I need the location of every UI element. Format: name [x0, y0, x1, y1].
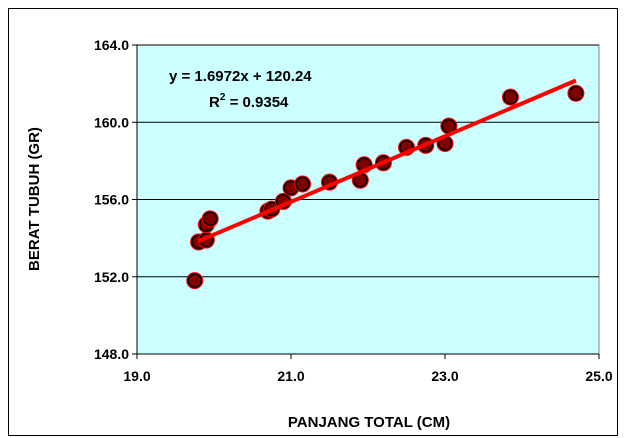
x-tick-labels: 19.0 21.0 23.0 25.0 — [123, 368, 612, 384]
y-tick-label: 148.0 — [94, 346, 129, 362]
data-point — [186, 272, 204, 290]
data-point — [294, 175, 312, 193]
chart-frame: 148.0 152.0 156.0 160.0 164.0 19.0 21.0 23.0 25… — [8, 8, 618, 436]
y-tick-labels: 148.0 152.0 156.0 160.0 164.0 — [94, 37, 129, 362]
trendline — [197, 78, 577, 243]
data-point — [201, 210, 219, 228]
data-points — [186, 84, 585, 290]
y-axis-title: BERAT TUBUH (GR) — [26, 127, 43, 271]
r-squared-prefix: R — [209, 94, 220, 111]
data-point-ring — [295, 176, 310, 192]
r-squared-value: = 0.9354 — [225, 94, 289, 111]
data-point-ring — [202, 211, 218, 227]
y-tick-label: 156.0 — [94, 192, 129, 208]
data-point-ring — [376, 155, 391, 171]
y-tick-label: 160.0 — [94, 114, 129, 130]
data-point-ring — [187, 273, 202, 288]
r-squared-label: R2 = 0.9354 — [209, 92, 289, 111]
data-point-ring — [503, 89, 518, 105]
scatter-chart: 148.0 152.0 156.0 160.0 164.0 19.0 21.0 23.0 25… — [26, 37, 613, 431]
data-point-ring — [568, 86, 584, 101]
data-point — [501, 88, 519, 106]
y-tick-label: 164.0 — [94, 37, 129, 53]
x-tick-label: 25.0 — [585, 368, 612, 384]
axes — [136, 45, 600, 359]
x-tick-label: 19.0 — [123, 368, 150, 384]
data-point — [567, 84, 585, 102]
r-squared-superscript: 2 — [220, 92, 226, 103]
equation-line: y = 1.6972x + 120.24 — [169, 68, 312, 85]
x-tick-label: 21.0 — [277, 368, 304, 384]
x-axis-title: PANJANG TOTAL (CM) — [288, 414, 450, 431]
y-tick-label: 152.0 — [94, 269, 129, 285]
x-tick-label: 23.0 — [431, 368, 458, 384]
